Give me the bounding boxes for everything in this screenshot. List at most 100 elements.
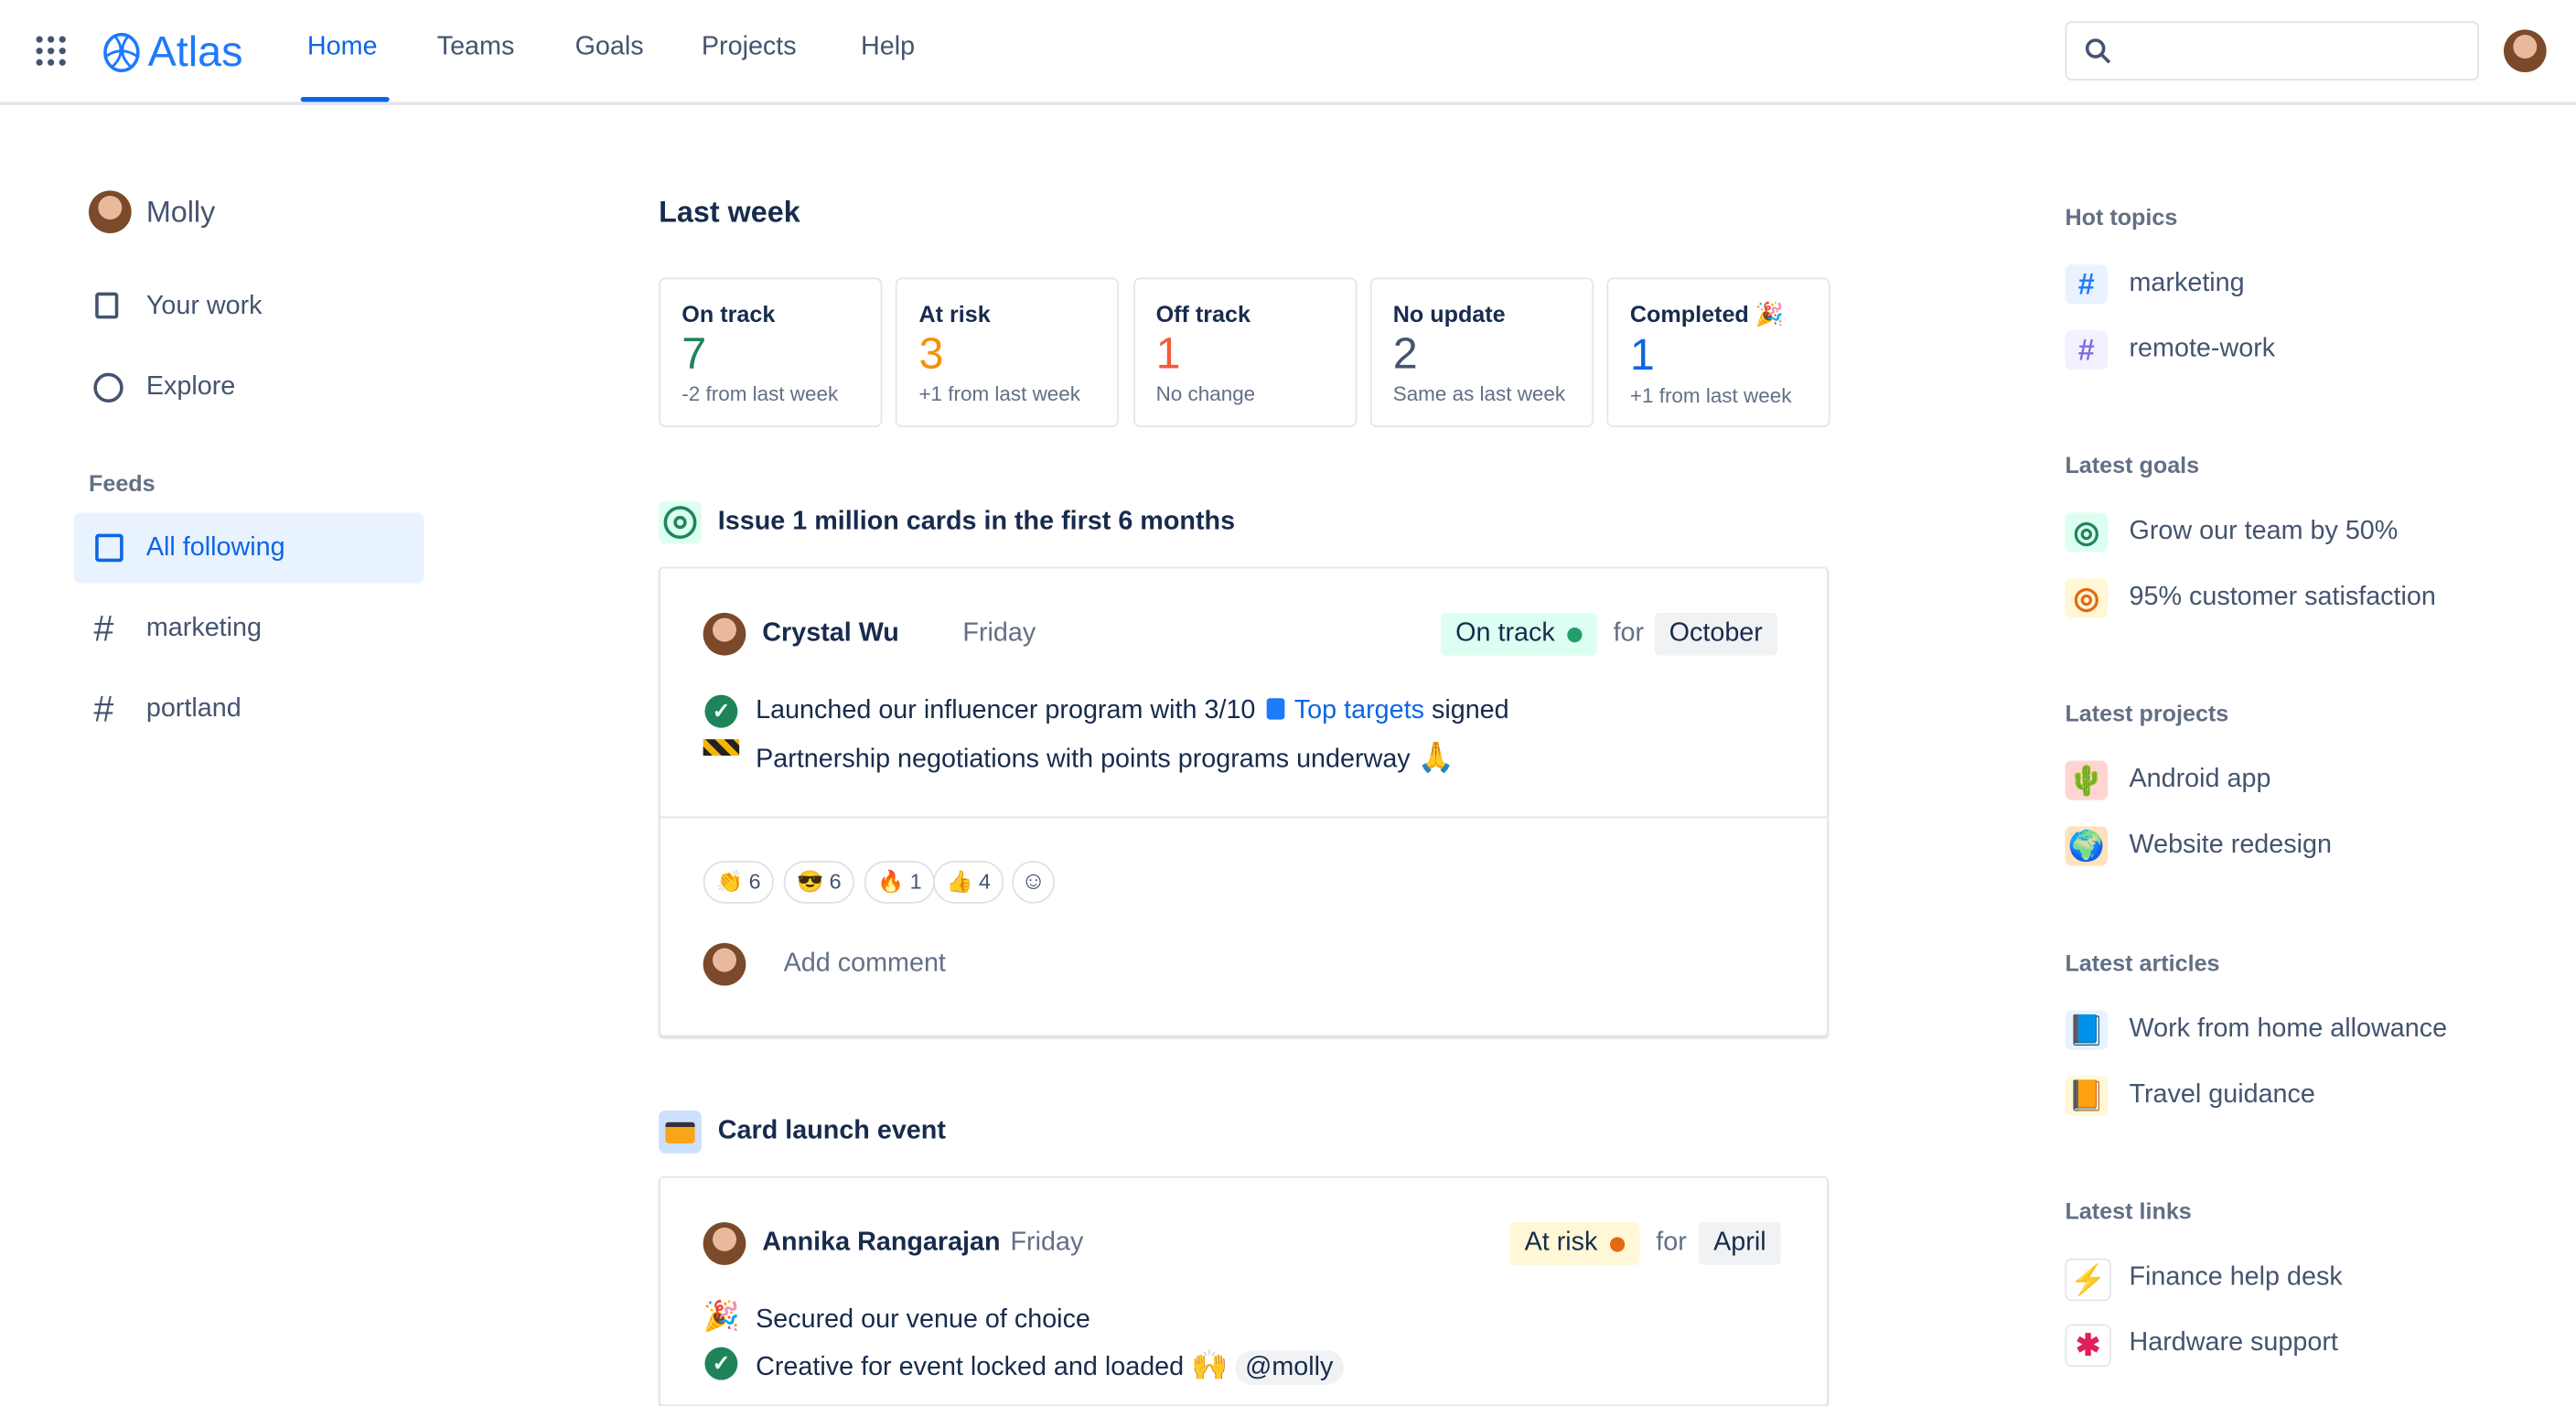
stat-label: At risk: [918, 300, 991, 327]
reaction-emoji-icon: 😎: [797, 869, 824, 894]
book-orange-icon: 📙: [2065, 1076, 2109, 1116]
stat-card[interactable]: Off track 1 No change: [1132, 277, 1357, 427]
construction-icon: [703, 739, 740, 757]
user-name[interactable]: Molly: [145, 195, 216, 229]
section-label-projects: Latest projects: [2065, 700, 2229, 726]
reaction-count: 6: [748, 869, 761, 894]
nav-projects[interactable]: Projects: [701, 32, 797, 61]
stat-value: 2: [1392, 328, 1418, 379]
stat-card[interactable]: On track 7 -2 from last week: [659, 277, 883, 427]
nav-goals[interactable]: Goals: [574, 32, 644, 61]
right-list-item[interactable]: marketing: [2129, 269, 2245, 298]
book-blue-icon: 📘: [2065, 1010, 2109, 1050]
stat-change: +1 from last week: [1629, 384, 1792, 408]
feeds-label: Feeds: [88, 469, 156, 497]
stat-card[interactable]: Completed 🎉 1 +1 from last week: [1606, 277, 1830, 427]
right-list-item[interactable]: Work from home allowance: [2129, 1014, 2448, 1044]
right-list-item[interactable]: 95% customer satisfaction: [2129, 583, 2436, 612]
sidebar-item-marketing[interactable]: marketing: [145, 614, 262, 643]
section-label-links: Latest links: [2065, 1197, 2192, 1224]
update-card: Annika Rangarajan Friday At risk for Apr…: [659, 1175, 1829, 1406]
nav-home[interactable]: Home: [306, 32, 378, 61]
reaction-count: 1: [909, 869, 922, 894]
sidebar-item-all-following[interactable]: All following: [73, 512, 424, 584]
section-label-hot-topics: Hot topics: [2065, 203, 2178, 231]
app-switcher-icon[interactable]: [36, 36, 66, 66]
stat-change: -2 from last week: [682, 382, 839, 406]
stat-label: On track: [682, 300, 776, 327]
mention-molly[interactable]: @molly: [1235, 1350, 1344, 1385]
reaction-button[interactable]: 👍 4: [933, 861, 1004, 904]
reaction-button[interactable]: 🔥 1: [864, 861, 935, 904]
profile-avatar[interactable]: [2503, 29, 2547, 73]
reaction-button[interactable]: 👏 6: [703, 861, 774, 904]
section-label-goals: Latest goals: [2065, 451, 2200, 478]
author-avatar: [703, 612, 746, 656]
feed-icon: [95, 533, 123, 563]
divider: [660, 816, 1828, 819]
reaction-emoji-icon: 🔥: [877, 869, 905, 894]
goal-icon: ◎: [2065, 578, 2109, 618]
sidebar-item-label: All following: [145, 533, 285, 563]
add-comment-avatar: [703, 942, 746, 986]
for-label: for: [1613, 619, 1645, 648]
status-text: At risk: [1524, 1229, 1598, 1257]
goal-title[interactable]: Issue 1 million cards in the first 6 mon…: [717, 507, 1236, 536]
stat-value: 7: [682, 328, 707, 379]
stat-card[interactable]: At risk 3 +1 from last week: [896, 277, 1120, 427]
check-icon: ✓: [704, 1347, 738, 1380]
atlas-logo[interactable]: Atlas: [102, 27, 242, 78]
update-date: Friday: [962, 619, 1036, 648]
reaction-count: 6: [829, 869, 842, 894]
author-name[interactable]: Annika Rangarajan: [762, 1229, 1001, 1257]
update-line: Creative for event locked and loaded 🙌 @…: [756, 1348, 1344, 1385]
target-month: April: [1698, 1222, 1781, 1265]
sidebar-item-portland[interactable]: portland: [145, 694, 242, 724]
search-icon: [2085, 38, 2111, 64]
top-targets-link[interactable]: Top targets: [1293, 696, 1424, 724]
hashtag-icon: #: [2065, 264, 2109, 305]
sidebar-item-your-work[interactable]: Your work: [145, 292, 263, 321]
author-name[interactable]: Crystal Wu: [762, 619, 899, 648]
atlas-globe-icon: [103, 32, 140, 72]
goal-title[interactable]: Card launch event: [717, 1117, 946, 1145]
search-input[interactable]: [2065, 21, 2480, 80]
pray-icon: 🙏: [1417, 740, 1454, 774]
stat-label: No update: [1392, 300, 1506, 327]
goal-icon: [659, 500, 702, 544]
active-tab-indicator: [300, 96, 390, 102]
stat-value: 3: [918, 328, 944, 379]
stat-card[interactable]: No update 2 Same as last week: [1369, 277, 1594, 427]
nav-teams[interactable]: Teams: [436, 32, 515, 61]
stat-value: 1: [1155, 328, 1181, 379]
add-comment-input[interactable]: Add comment: [783, 950, 946, 978]
your-work-icon: [95, 292, 119, 319]
page-title: Last week: [659, 195, 800, 229]
right-list-item[interactable]: Android app: [2129, 765, 2271, 794]
status-dot: [1610, 1236, 1626, 1251]
for-label: for: [1656, 1229, 1687, 1257]
status-text: On track: [1455, 619, 1555, 648]
add-reaction-button[interactable]: ☺: [1012, 861, 1055, 904]
hashtag-icon: #: [2065, 329, 2109, 370]
right-list-item[interactable]: Finance help desk: [2129, 1263, 2343, 1292]
section-label-articles: Latest articles: [2065, 950, 2220, 976]
right-list-item[interactable]: Grow our team by 50%: [2129, 517, 2399, 546]
app-name: Atlas: [147, 26, 243, 76]
globe-icon: 🌍: [2065, 826, 2109, 866]
hashtag-icon: #: [93, 688, 114, 730]
compass-icon: [93, 372, 123, 402]
check-icon: ✓: [704, 694, 738, 728]
right-list-item[interactable]: Travel guidance: [2129, 1080, 2315, 1110]
right-list-item[interactable]: Website redesign: [2129, 831, 2332, 860]
right-list-item[interactable]: Hardware support: [2129, 1328, 2338, 1358]
right-list-item[interactable]: remote-work: [2129, 335, 2276, 363]
document-icon: [1265, 698, 1284, 720]
stat-label: Completed 🎉: [1629, 300, 1785, 327]
update-card: Crystal Wu Friday On track for October ✓…: [659, 566, 1829, 1037]
stat-change: No change: [1155, 382, 1256, 406]
reaction-button[interactable]: 😎 6: [783, 861, 854, 904]
sidebar-item-explore[interactable]: Explore: [145, 372, 236, 402]
party-popper-icon: 🎉: [703, 1299, 740, 1333]
nav-help[interactable]: Help: [861, 32, 916, 61]
